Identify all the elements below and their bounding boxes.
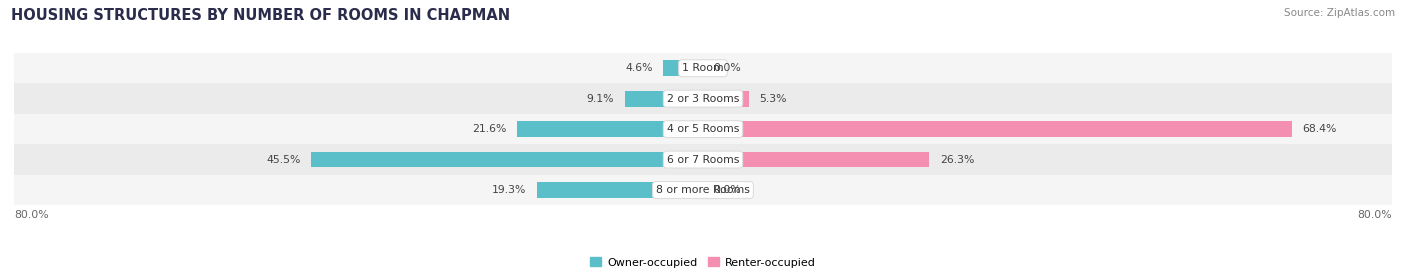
- Bar: [624, 91, 703, 107]
- Text: 5.3%: 5.3%: [759, 94, 786, 104]
- Bar: [703, 91, 748, 107]
- Text: Source: ZipAtlas.com: Source: ZipAtlas.com: [1284, 8, 1395, 18]
- Text: 4 or 5 Rooms: 4 or 5 Rooms: [666, 124, 740, 134]
- Text: 0.0%: 0.0%: [713, 185, 741, 195]
- Text: 9.1%: 9.1%: [586, 94, 614, 104]
- Bar: [14, 144, 1392, 175]
- Text: 80.0%: 80.0%: [1357, 210, 1392, 220]
- Text: HOUSING STRUCTURES BY NUMBER OF ROOMS IN CHAPMAN: HOUSING STRUCTURES BY NUMBER OF ROOMS IN…: [11, 8, 510, 23]
- Text: 19.3%: 19.3%: [492, 185, 526, 195]
- Text: 21.6%: 21.6%: [472, 124, 506, 134]
- Bar: [537, 182, 703, 198]
- Bar: [703, 121, 1292, 137]
- Text: 1 Room: 1 Room: [682, 63, 724, 73]
- Text: 0.0%: 0.0%: [713, 63, 741, 73]
- Text: 68.4%: 68.4%: [1302, 124, 1337, 134]
- Bar: [664, 60, 703, 76]
- Bar: [311, 152, 703, 168]
- Bar: [14, 175, 1392, 205]
- Text: 6 or 7 Rooms: 6 or 7 Rooms: [666, 155, 740, 165]
- Text: 26.3%: 26.3%: [939, 155, 974, 165]
- Bar: [14, 83, 1392, 114]
- Bar: [14, 114, 1392, 144]
- Legend: Owner-occupied, Renter-occupied: Owner-occupied, Renter-occupied: [586, 253, 820, 269]
- Text: 45.5%: 45.5%: [267, 155, 301, 165]
- Bar: [517, 121, 703, 137]
- Text: 2 or 3 Rooms: 2 or 3 Rooms: [666, 94, 740, 104]
- Text: 4.6%: 4.6%: [626, 63, 652, 73]
- Bar: [14, 53, 1392, 83]
- Text: 80.0%: 80.0%: [14, 210, 49, 220]
- Text: 8 or more Rooms: 8 or more Rooms: [657, 185, 749, 195]
- Bar: [703, 152, 929, 168]
